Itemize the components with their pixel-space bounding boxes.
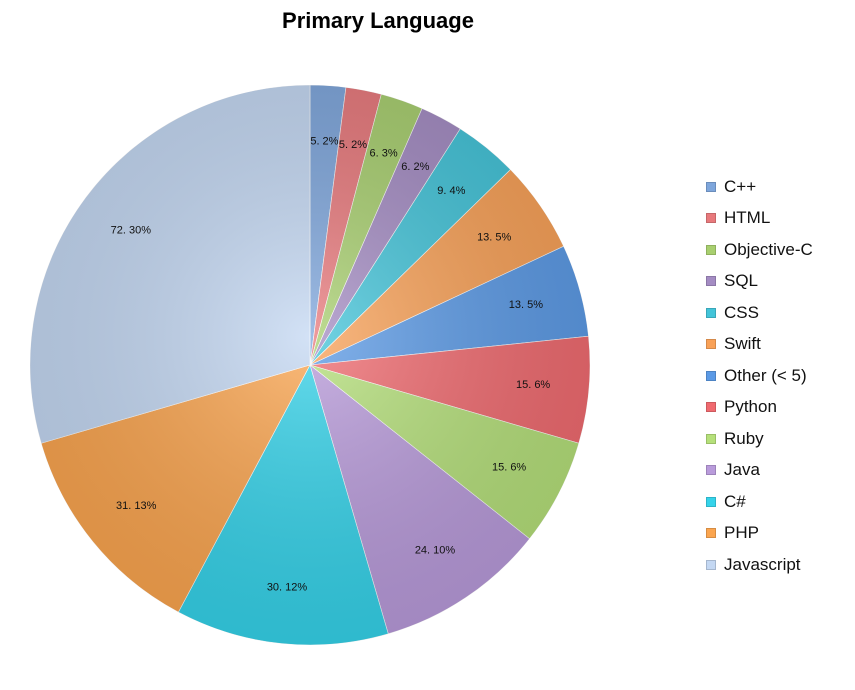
legend-label: C++ [724, 176, 757, 196]
legend-swatch-swift [706, 339, 716, 350]
legend-label: PHP [724, 523, 759, 543]
legend-swatch-java [706, 465, 716, 476]
slice-label-other-5: 13. 5% [509, 299, 543, 311]
pie-slices [29, 84, 591, 646]
slice-label-html: 5. 2% [339, 139, 367, 151]
legend: C++ HTML Objective-C SQL CSS Swift Other (< 5)… [706, 171, 813, 581]
slice-label-ruby: 15. 6% [492, 462, 526, 474]
legend-item-other-5: Other (< 5) [706, 360, 813, 392]
slice-label-c: 30. 12% [267, 582, 308, 594]
legend-item-c: C# [706, 486, 813, 518]
legend-item-c: C++ [706, 171, 813, 203]
slice-label-php: 31. 13% [116, 500, 157, 512]
legend-item-ruby: Ruby [706, 423, 813, 455]
legend-label: Swift [724, 334, 761, 354]
legend-label: CSS [724, 302, 759, 322]
slice-label-python: 15. 6% [516, 379, 550, 391]
legend-label: Python [724, 397, 777, 417]
slice-label-javascript: 72. 30% [111, 225, 152, 237]
slice-label-swift: 13. 5% [477, 232, 511, 244]
slice-label-sql: 6. 2% [401, 161, 429, 173]
legend-swatch-css [706, 307, 716, 318]
slice-label-objective-c: 6. 3% [370, 147, 398, 159]
legend-label: HTML [724, 208, 771, 228]
legend-swatch-c [706, 181, 716, 192]
legend-item-swift: Swift [706, 329, 813, 361]
legend-swatch-php [706, 528, 716, 539]
legend-item-sql: SQL [706, 266, 813, 298]
legend-swatch-ruby [706, 433, 716, 444]
legend-swatch-other-5 [706, 370, 716, 381]
legend-item-java: Java [706, 455, 813, 487]
legend-swatch-html [706, 213, 716, 224]
chart-title: Primary Language [282, 8, 474, 33]
legend-label: Other (< 5) [724, 365, 807, 385]
legend-swatch-sql [706, 276, 716, 287]
legend-label: Javascript [724, 554, 801, 574]
legend-label: SQL [724, 271, 759, 291]
legend-swatch-python [706, 402, 716, 413]
legend-item-css: CSS [706, 297, 813, 329]
pie-labels: 5. 2% 5. 2%6. 3%6. 2%9. 4%13. 5%13. 5%15.… [111, 135, 551, 593]
slice-label-c: 5. 2% [310, 135, 338, 147]
legend-swatch-javascript [706, 559, 716, 570]
slice-label-java: 24. 10% [415, 545, 456, 557]
legend-item-objective-c: Objective-C [706, 234, 813, 266]
legend-item-javascript: Javascript [706, 549, 813, 581]
legend-label: Ruby [724, 428, 764, 448]
legend-item-python: Python [706, 392, 813, 424]
slice-label-css: 9. 4% [437, 185, 465, 197]
legend-swatch-objective-c [706, 244, 716, 255]
legend-swatch-c [706, 496, 716, 507]
legend-label: Java [724, 460, 760, 480]
legend-label: C# [724, 491, 746, 511]
legend-label: Objective-C [724, 239, 813, 259]
legend-item-html: HTML [706, 203, 813, 235]
legend-item-php: PHP [706, 518, 813, 550]
